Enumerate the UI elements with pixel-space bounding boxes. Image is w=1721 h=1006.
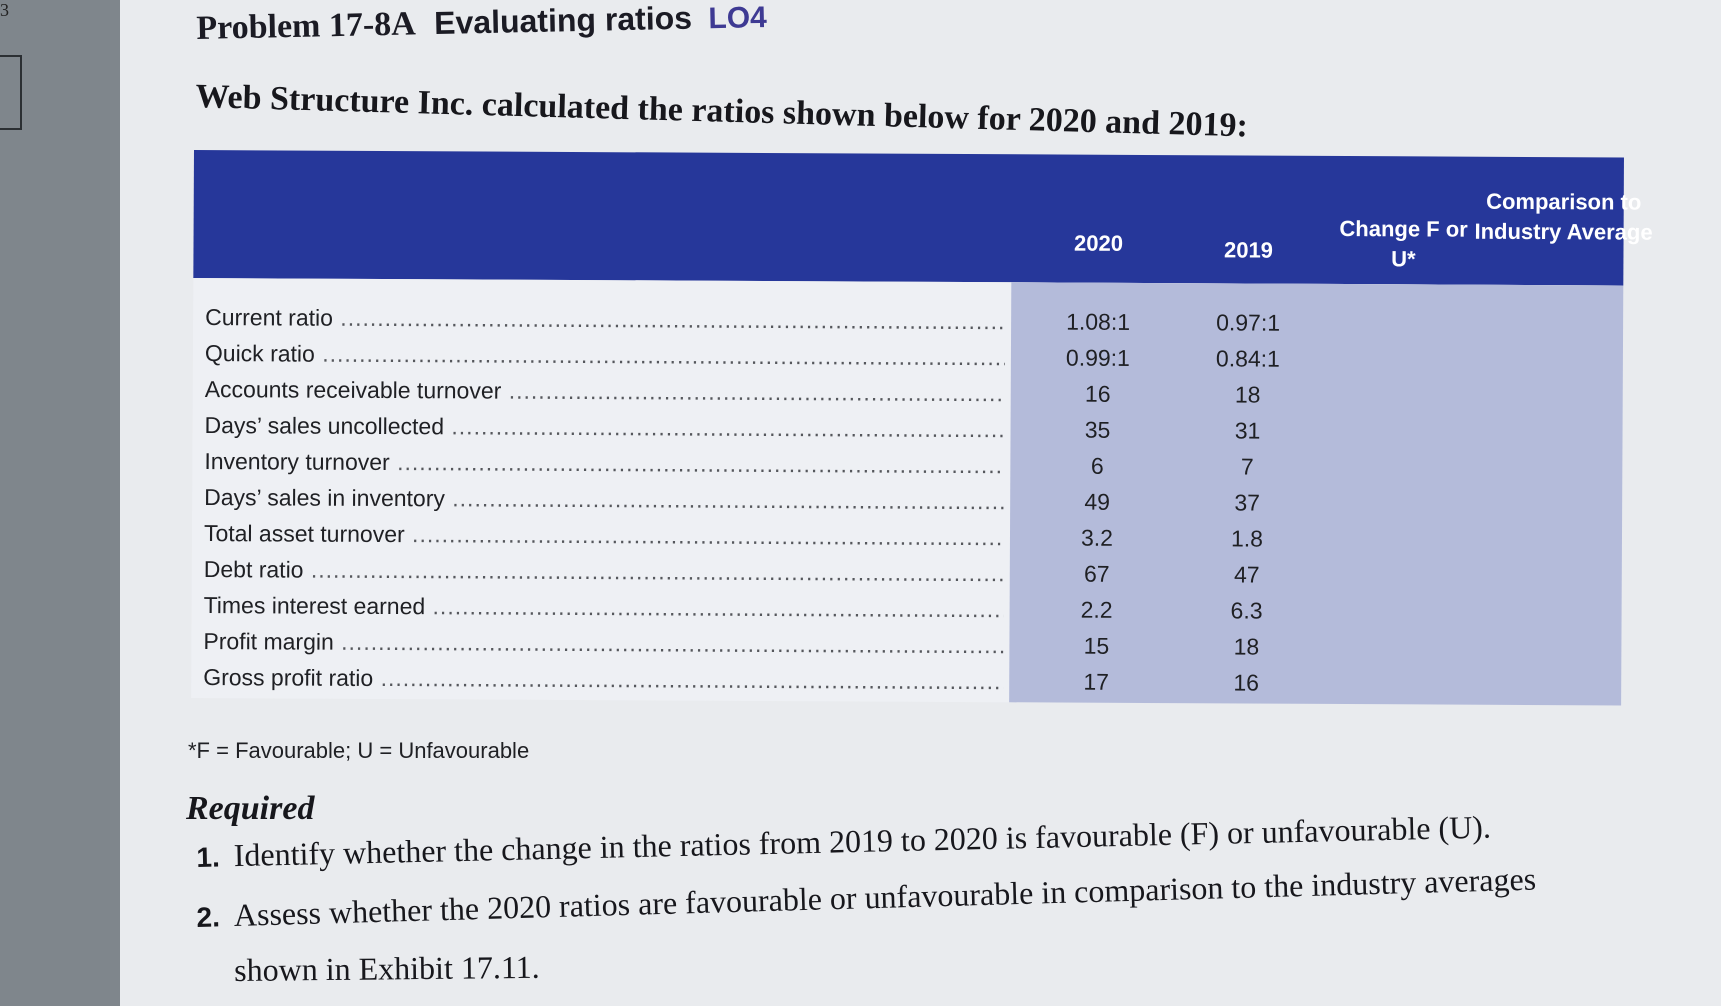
value-2019: 7 (1240, 453, 1254, 480)
value-2020: 49 (1084, 488, 1111, 515)
table-row: Inventory turnover 6 7 (204, 444, 1384, 486)
row-label: Accounts receivable turnover (205, 376, 1005, 407)
table-row: Debt ratio 67 47 (204, 552, 1384, 594)
row-label: Gross profit ratio (203, 664, 1003, 695)
value-2019: 18 (1234, 381, 1261, 408)
problem-title: Evaluating ratios (433, 0, 693, 42)
value-2019: 31 (1234, 417, 1261, 444)
value-2020: 17 (1083, 668, 1110, 695)
table-row: Gross profit ratio 17 16 (203, 660, 1383, 702)
value-2019: 6.3 (1230, 597, 1263, 624)
value-2020: 6 (1090, 452, 1104, 479)
row-label: Current ratio (205, 304, 1005, 335)
row-label: Total asset turnover (204, 520, 1004, 551)
table-row: Current ratio 1.08:1 0.97:1 (205, 300, 1385, 342)
margin-bracket (0, 55, 22, 130)
value-2020: 1.08:1 (1066, 308, 1131, 335)
value-2019: 37 (1234, 489, 1261, 516)
row-label: Inventory turnover (204, 448, 1004, 479)
row-label: Days’ sales in inventory (204, 484, 1004, 515)
row-label: Quick ratio (205, 340, 1005, 371)
requirement-2-continued: shown in Exhibit 17.11. (234, 948, 540, 988)
value-2020: 0.99:1 (1065, 344, 1130, 371)
footnote: *F = Favourable; U = Unfavourable (188, 738, 530, 763)
problem-number: Problem 17-8A (196, 5, 417, 47)
header-2020: 2020 (1073, 230, 1124, 256)
table-row: Accounts receivable turnover 16 18 (205, 372, 1385, 414)
header-comparison: Comparison to Industry Average (1474, 188, 1653, 245)
requirement-number: 2. (196, 901, 221, 933)
row-label: Profit margin (203, 628, 1003, 659)
table-row: Days’ sales uncollected 35 31 (204, 408, 1384, 450)
table-row: Days’ sales in inventory 49 37 (204, 480, 1384, 522)
table-row: Times interest earned 2.2 6.3 (204, 588, 1384, 630)
value-2019: 18 (1233, 633, 1260, 660)
value-2020: 2.2 (1080, 596, 1113, 623)
value-2020: 35 (1084, 416, 1111, 443)
row-label: Days’ sales uncollected (204, 412, 1004, 443)
value-2019: 0.97:1 (1216, 309, 1281, 336)
margin-page-number: 3 (0, 0, 9, 20)
learning-objective: LO4 (708, 1, 768, 36)
header-2019: 2019 (1223, 237, 1274, 263)
ratio-table: 2020 2019 Change F or U* Comparison to I… (191, 150, 1653, 717)
required-heading: Required (186, 790, 315, 827)
value-2019: 16 (1233, 669, 1260, 696)
value-2020: 16 (1084, 380, 1111, 407)
value-2020: 15 (1083, 632, 1110, 659)
table-row: Quick ratio 0.99:1 0.84:1 (205, 336, 1385, 378)
requirement-number: 1. (196, 841, 221, 873)
value-2020: 67 (1083, 560, 1110, 587)
value-2020: 3.2 (1080, 524, 1114, 551)
header-change: Change F or U* (1339, 215, 1468, 272)
value-2019: 47 (1233, 561, 1260, 588)
row-label: Times interest earned (204, 592, 1004, 623)
row-label: Debt ratio (204, 556, 1004, 587)
table-row: Total asset turnover 3.2 1.8 (204, 516, 1384, 558)
value-2019: 1.8 (1230, 525, 1264, 552)
value-2019: 0.84:1 (1215, 345, 1280, 372)
table-row: Profit margin 15 18 (203, 624, 1383, 666)
